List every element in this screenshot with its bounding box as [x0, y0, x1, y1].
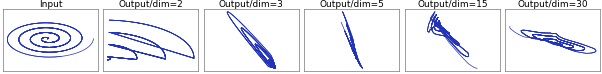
Title: Output/dim=15: Output/dim=15: [417, 0, 488, 9]
Title: Input: Input: [39, 0, 62, 9]
Title: Output/dim=5: Output/dim=5: [320, 0, 384, 9]
Title: Output/dim=30: Output/dim=30: [518, 0, 588, 9]
Title: Output/dim=3: Output/dim=3: [219, 0, 284, 9]
Title: Output/dim=2: Output/dim=2: [119, 0, 183, 9]
